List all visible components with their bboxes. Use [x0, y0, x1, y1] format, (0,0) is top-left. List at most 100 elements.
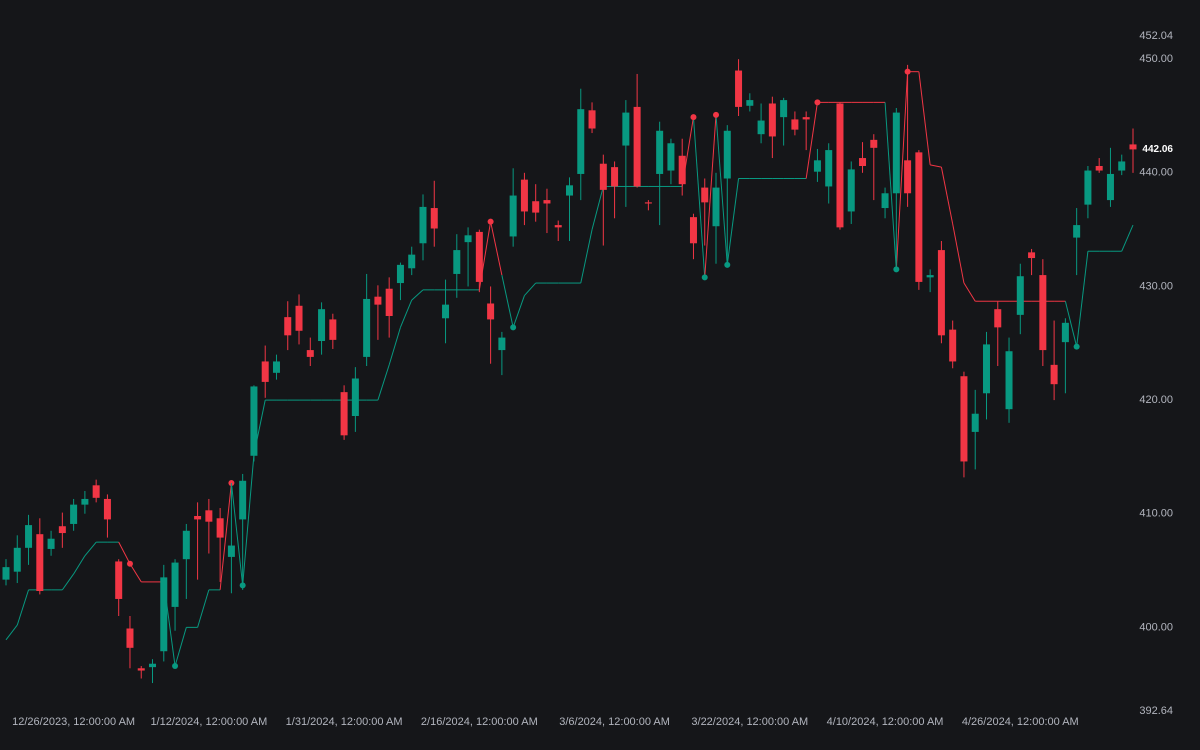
- trail-segment: [399, 299, 413, 328]
- y-tick-label: 392.64: [1139, 705, 1173, 717]
- trail-segment: [388, 327, 401, 366]
- candle-body: [216, 518, 224, 538]
- candle-body: [182, 530, 190, 560]
- y-tick-label: 400.00: [1139, 621, 1173, 633]
- y-tick-label: 450.00: [1139, 53, 1173, 65]
- candle-body: [295, 305, 303, 331]
- candle-body: [554, 225, 562, 228]
- candle-body: [442, 304, 450, 319]
- candle-body: [430, 208, 438, 229]
- candle-body: [847, 169, 855, 212]
- x-tick-label: 4/10/2024, 12:00:00 AM: [827, 716, 944, 728]
- trail-segment: [61, 573, 75, 591]
- candle-body: [25, 525, 33, 548]
- candle-body: [374, 296, 382, 305]
- candle-body: [396, 264, 404, 284]
- trail-switch-dot: [713, 111, 720, 118]
- candle-body: [1118, 161, 1126, 171]
- candle-body: [408, 254, 416, 269]
- candle-body: [633, 106, 641, 187]
- candle-body: [239, 480, 247, 520]
- candle-body: [419, 206, 427, 244]
- candle-body: [825, 150, 833, 187]
- x-tick-label: 12/26/2023, 12:00:00 AM: [12, 716, 135, 728]
- candle-body: [644, 202, 652, 204]
- candle-body: [363, 298, 371, 357]
- candle-body: [791, 119, 799, 130]
- candle-body: [656, 130, 664, 174]
- trail-segment: [704, 114, 717, 278]
- candle-body: [735, 70, 743, 107]
- candle-body: [971, 413, 979, 432]
- candle-body: [351, 378, 359, 416]
- candle-body: [588, 110, 596, 129]
- candle-body: [1084, 170, 1092, 205]
- x-tick-label: 1/12/2024, 12:00:00 AM: [150, 716, 267, 728]
- candle-body: [137, 668, 145, 671]
- candle-body: [689, 217, 697, 244]
- trail-segment: [16, 589, 30, 626]
- trail-segment: [918, 71, 931, 165]
- candle-body: [171, 562, 179, 607]
- x-tick-label: 3/6/2024, 12:00:00 AM: [559, 716, 670, 728]
- trail-segment: [219, 482, 232, 590]
- candle-body: [1028, 252, 1036, 259]
- trail-segment: [5, 624, 18, 641]
- y-tick-label: 410.00: [1139, 508, 1173, 520]
- candle-body: [13, 547, 21, 572]
- candle-body: [205, 510, 213, 522]
- candle-body: [892, 112, 900, 194]
- candle-body: [982, 344, 990, 394]
- y-tick-label: 430.00: [1139, 280, 1173, 292]
- candle-body: [678, 155, 686, 185]
- trail-segment: [524, 282, 537, 296]
- trail-switch-dot: [172, 663, 179, 669]
- trail-segment: [1076, 251, 1089, 347]
- trail-segment: [490, 221, 503, 276]
- candle-body: [126, 628, 134, 648]
- candle-body: [194, 516, 202, 520]
- candle-body: [250, 386, 258, 456]
- trail-segment: [940, 167, 954, 225]
- candle-body: [385, 288, 393, 316]
- trail-segment: [377, 364, 390, 401]
- trail-switch-dot: [1073, 343, 1080, 350]
- candle-body: [284, 317, 292, 336]
- candle-body: [577, 109, 585, 174]
- candle-body: [566, 185, 573, 196]
- candle-body: [667, 143, 675, 171]
- y-tick-label: 452.04: [1139, 30, 1173, 42]
- candle-body: [92, 485, 100, 498]
- trail-switch-dot: [814, 99, 821, 106]
- candle-body: [859, 158, 867, 166]
- candle-body: [723, 130, 731, 179]
- y-tick-label: 440.00: [1139, 167, 1173, 179]
- candle-body: [870, 139, 878, 148]
- candle-body: [757, 120, 765, 135]
- trail-segment: [895, 71, 909, 270]
- candle-body: [622, 112, 630, 146]
- candle-body: [70, 504, 78, 524]
- candle-body: [1129, 144, 1137, 150]
- trail-segment: [129, 563, 142, 583]
- trail-segment: [1064, 301, 1078, 347]
- candle-body: [149, 663, 157, 668]
- candle-body: [227, 545, 235, 557]
- candle-body: [1050, 364, 1058, 385]
- trail-switch-dot: [701, 274, 708, 281]
- candle-body: [306, 350, 314, 357]
- trail-segment: [1121, 224, 1134, 252]
- trail-segment: [726, 178, 740, 265]
- trail-segment: [118, 541, 131, 564]
- candle-body: [836, 103, 844, 228]
- candle-body: [47, 538, 55, 549]
- trail-segment: [930, 164, 942, 168]
- x-tick-label: 2/16/2024, 12:00:00 AM: [421, 716, 538, 728]
- trail-segment: [715, 114, 728, 265]
- candle-body: [36, 534, 44, 591]
- candle-body: [1005, 351, 1013, 410]
- candle-body: [498, 337, 506, 351]
- trail-segment: [501, 274, 514, 328]
- candle-body: [475, 231, 483, 282]
- candle-body: [1073, 225, 1081, 238]
